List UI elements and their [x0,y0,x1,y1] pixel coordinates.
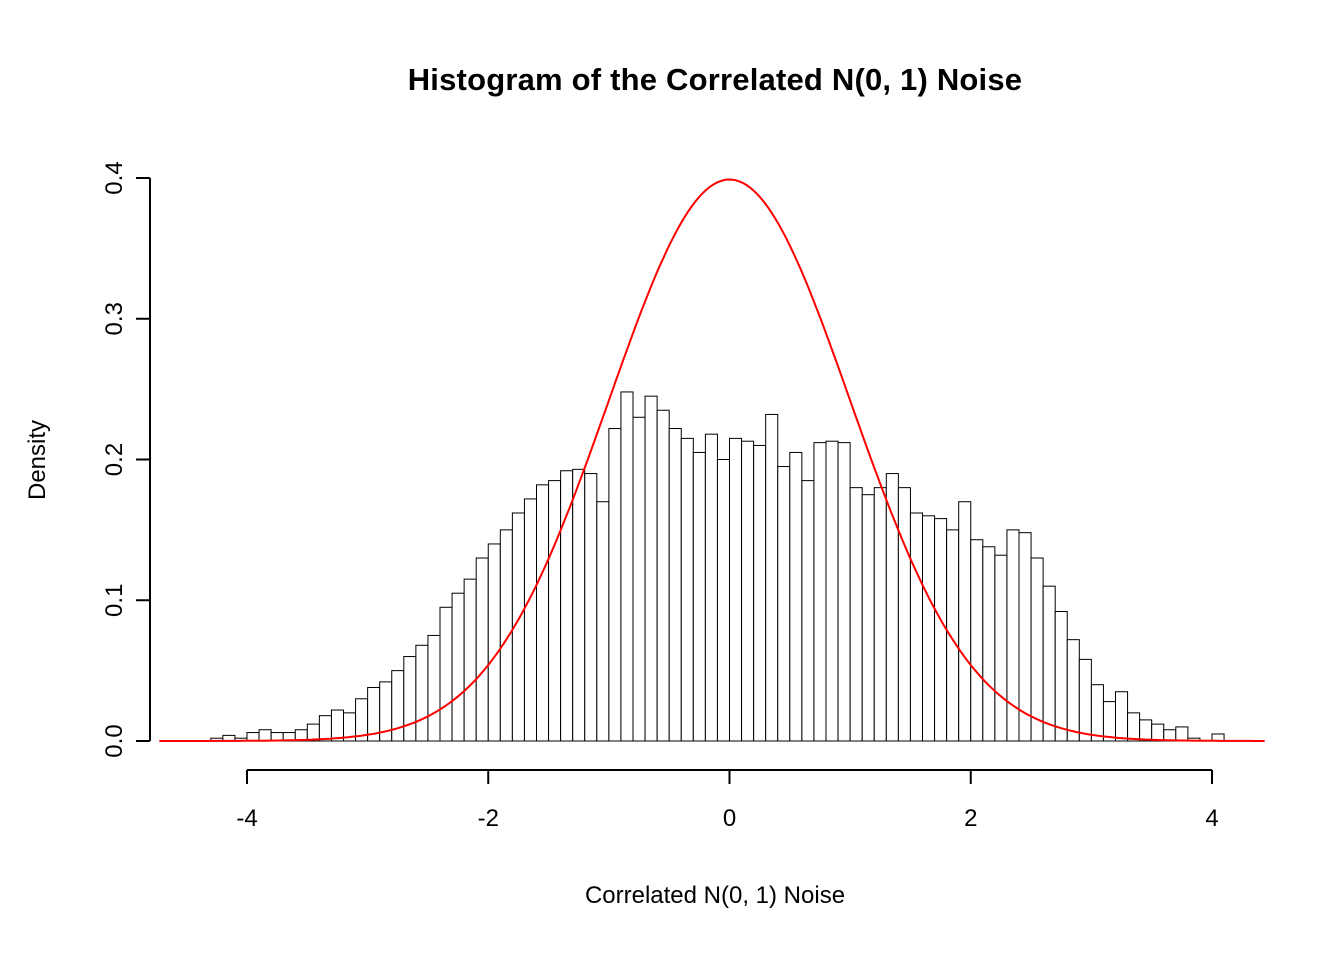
histogram-bar [777,466,791,742]
histogram-bar [909,512,924,742]
histogram-bar [475,557,489,742]
histogram-bar [704,433,718,742]
x-tick-label: 0 [723,805,736,832]
histogram-bar [318,715,332,742]
histogram-bar [1139,719,1153,742]
histogram-bar [584,473,598,742]
histogram-bar [258,729,272,742]
histogram-bar [536,484,550,742]
y-tick-label: 0.4 [101,161,128,194]
histogram-bar [837,442,851,742]
x-tick-label: -4 [236,805,257,832]
histogram-bar [632,416,646,742]
histogram-bar [523,498,538,742]
histogram-bar [789,451,803,742]
histogram-bar [753,444,767,742]
histogram-bar [596,501,610,742]
histogram-bar [982,546,996,742]
normal-density-curve [159,178,1265,742]
chart-title: Histogram of the Correlated N(0, 1) Nois… [407,62,1023,97]
x-tick-label: 4 [1205,805,1218,832]
histogram-bar [970,539,984,742]
x-tick-label: 2 [964,805,977,832]
histogram-bar [716,459,731,742]
histogram-bar [897,487,911,742]
histogram-bar [861,494,875,742]
histogram-bar [934,518,948,742]
histogram-bar [451,592,465,742]
histogram-bar [572,468,586,742]
histogram-bar [330,709,345,742]
histogram-bar [922,515,936,742]
histogram-bar [560,470,574,742]
histogram-bar [1078,658,1092,742]
histogram-bar [463,578,477,742]
y-tick-label: 0.1 [101,584,128,617]
histogram-bar [729,437,743,742]
histogram-bar [765,413,779,742]
histogram-bar [692,451,706,742]
histogram-bar [1127,712,1141,742]
histogram-bar [620,391,634,742]
histogram-bar [873,487,887,742]
histogram-bar [1030,557,1044,742]
histogram-bar [415,644,429,742]
histogram-bar [1151,723,1165,742]
x-tick-label: -2 [478,805,499,832]
histogram-bar [1090,684,1104,742]
histogram-bar [813,442,827,742]
histogram-bar [1066,639,1080,742]
histogram-bar [1115,691,1129,742]
histogram-bar [427,634,441,742]
histogram-bar [668,428,682,742]
histogram-bar [391,670,405,742]
histogram-bar [1054,611,1068,742]
histogram-bar [487,543,501,742]
y-tick-label: 0.0 [101,724,128,757]
histogram-bar [1175,726,1189,742]
histogram-bar [958,501,972,742]
histogram-bar [439,606,453,742]
histogram-bar [849,487,863,742]
histogram-bar [994,554,1008,742]
y-tick-label: 0.2 [101,443,128,476]
histogram-bar [741,440,755,742]
x-axis-label: Correlated N(0, 1) Noise [584,882,846,909]
histogram-bar [403,656,417,742]
histogram-bar [1042,585,1056,742]
histogram-bar [548,480,562,742]
histogram-bar [499,529,513,742]
histogram-bar [946,529,960,742]
y-tick-label: 0.3 [101,302,128,335]
histogram-bar [825,440,839,742]
histogram-bar [801,480,815,742]
histogram-bar [680,437,694,742]
histogram-bar [644,395,658,742]
histogram-bar [608,428,622,742]
histogram-bar [1102,701,1116,742]
histogram-bar [656,409,670,742]
